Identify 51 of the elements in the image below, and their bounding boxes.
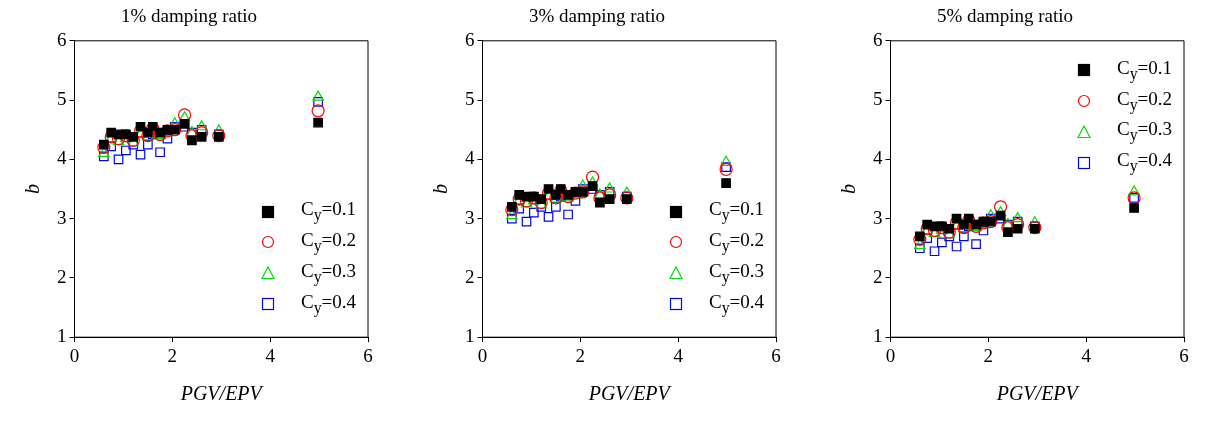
y-tick-label: 4 — [57, 147, 67, 169]
legend-label: C$_{y}$=0.3 — [1117, 117, 1173, 146]
x-tick-label: 2 — [575, 344, 586, 366]
x-tick-label: 2 — [167, 344, 178, 366]
y-tick-label: 6 — [57, 28, 67, 50]
legend-label: C$_{y}$=0.4 — [709, 289, 765, 319]
y-tick-label: 2 — [465, 265, 475, 287]
y-tick-label: 2 — [873, 265, 883, 287]
y-tick-label: 2 — [57, 265, 67, 287]
y-tick-label: 1 — [465, 325, 475, 347]
y-tick-label: 3 — [57, 206, 67, 228]
x-axis-title: PGV/EPV — [995, 382, 1081, 405]
chart-title: 5% damping ratio — [936, 5, 1074, 27]
y-tick-label: 6 — [873, 28, 883, 50]
x-tick-label: 6 — [1179, 344, 1189, 366]
y-tick-label: 4 — [873, 147, 883, 169]
y-tick-label: 5 — [57, 88, 67, 110]
y-axis-title: b — [429, 184, 452, 194]
x-tick-label: 6 — [771, 344, 781, 366]
legend-label: C$_{y}$=0.4 — [301, 289, 357, 319]
y-tick-label: 4 — [465, 147, 475, 169]
legend-label: C$_{y}$=0.1 — [709, 197, 765, 226]
legend-label: C$_{y}$=0.3 — [301, 258, 357, 288]
legend-label: C$_{y}$=0.4 — [1117, 148, 1173, 177]
x-tick-label: 0 — [885, 344, 896, 366]
y-tick-label: 6 — [465, 28, 475, 50]
x-tick-label: 4 — [265, 344, 276, 366]
y-tick-label: 5 — [873, 88, 883, 110]
chart-title: 3% damping ratio — [528, 5, 666, 27]
x-tick-label: 4 — [1081, 344, 1092, 366]
legend-label: C$_{y}$=0.3 — [709, 258, 765, 288]
x-tick-label: 6 — [363, 344, 373, 366]
x-axis-title: PGV/EPV — [587, 382, 673, 405]
legend-label: C$_{y}$=0.1 — [1117, 55, 1173, 85]
y-tick-label: 3 — [873, 206, 883, 228]
legend-label: C$_{y}$=0.2 — [709, 228, 765, 257]
y-tick-label: 1 — [57, 325, 67, 347]
x-tick-label: 2 — [983, 344, 994, 366]
x-tick-label: 0 — [477, 344, 488, 366]
legend-label: C$_{y}$=0.1 — [301, 197, 357, 226]
y-tick-label: 3 — [465, 206, 475, 228]
x-tick-label: 4 — [673, 344, 684, 366]
x-tick-label: 0 — [69, 344, 80, 366]
y-axis-title: b — [21, 184, 44, 194]
legend-label: C$_{y}$=0.2 — [1117, 86, 1173, 116]
x-axis-title: PGV/EPV — [179, 382, 265, 405]
legend-label: C$_{y}$=0.2 — [301, 228, 357, 257]
y-tick-label: 5 — [465, 88, 475, 110]
chart-title: 1% damping ratio — [120, 5, 258, 27]
y-axis-title: b — [837, 184, 860, 194]
y-tick-label: 1 — [873, 325, 883, 347]
